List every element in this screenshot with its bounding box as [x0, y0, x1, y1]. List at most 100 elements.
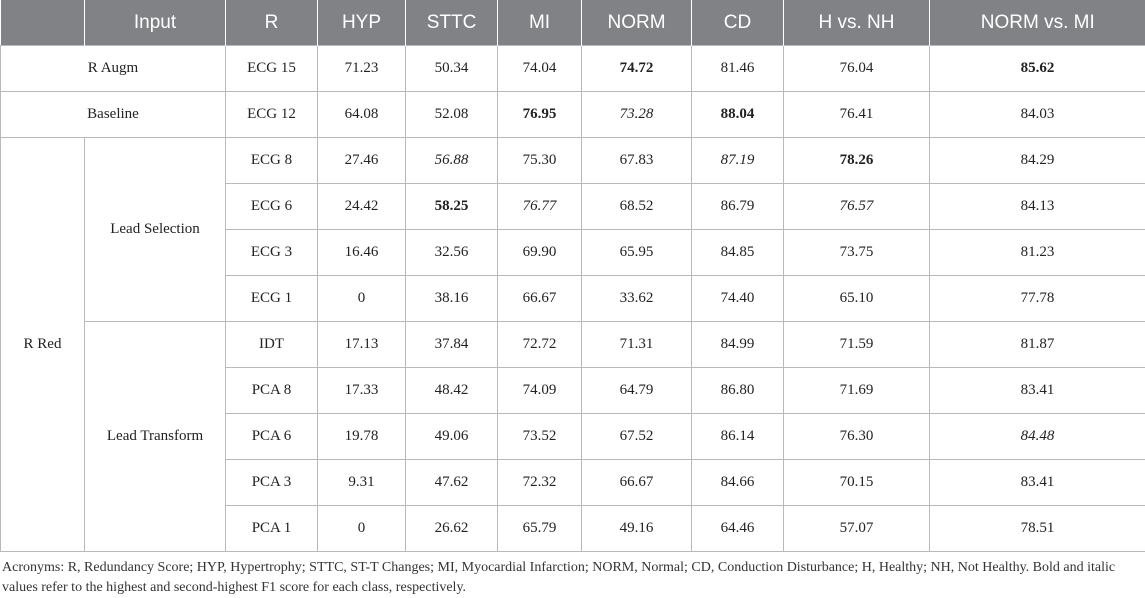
value-cell: 49.16: [582, 506, 692, 552]
group-label-red: R Red: [1, 138, 85, 552]
value-cell: 64.79: [582, 368, 692, 414]
value-cell: 74.09: [498, 368, 582, 414]
value-cell: 81.46: [692, 46, 784, 92]
value-cell: 76.30: [784, 414, 930, 460]
value-cell: 72.32: [498, 460, 582, 506]
value-cell: 0: [318, 276, 406, 322]
input-cell: ECG 8: [226, 138, 318, 184]
value-cell: 73.75: [784, 230, 930, 276]
value-cell: 86.79: [692, 184, 784, 230]
value-cell: 16.46: [318, 230, 406, 276]
value-cell: 85.62: [930, 46, 1145, 92]
value-cell: 84.48: [930, 414, 1145, 460]
value-cell: 81.87: [930, 322, 1145, 368]
input-cell: IDT: [226, 322, 318, 368]
value-cell: 78.51: [930, 506, 1145, 552]
header-cell: CD: [692, 0, 784, 46]
value-cell: 76.77: [498, 184, 582, 230]
value-cell: 76.95: [498, 92, 582, 138]
input-cell: ECG 15: [226, 46, 318, 92]
value-cell: 69.90: [498, 230, 582, 276]
results-table: Input R HYP STTC MI NORM CD H vs. NH NOR…: [0, 0, 1145, 552]
value-cell: 52.08: [406, 92, 498, 138]
value-cell: 74.72: [582, 46, 692, 92]
value-cell: 65.95: [582, 230, 692, 276]
value-cell: 68.52: [582, 184, 692, 230]
input-cell: ECG 6: [226, 184, 318, 230]
value-cell: 65.79: [498, 506, 582, 552]
value-cell: 49.06: [406, 414, 498, 460]
value-cell: 73.28: [582, 92, 692, 138]
value-cell: 77.78: [930, 276, 1145, 322]
value-cell: 0: [318, 506, 406, 552]
input-cell: ECG 1: [226, 276, 318, 322]
value-cell: 19.78: [318, 414, 406, 460]
header-row: Input R HYP STTC MI NORM CD H vs. NH NOR…: [1, 0, 1145, 46]
value-cell: 72.72: [498, 322, 582, 368]
header-cell: [1, 0, 85, 46]
header-cell: HYP: [318, 0, 406, 46]
value-cell: 65.10: [784, 276, 930, 322]
value-cell: 84.66: [692, 460, 784, 506]
value-cell: 58.25: [406, 184, 498, 230]
value-cell: 50.34: [406, 46, 498, 92]
value-cell: 24.42: [318, 184, 406, 230]
subgroup-label-lead-transform: Lead Transform: [85, 322, 226, 552]
header-cell: NORM vs. MI: [930, 0, 1145, 46]
value-cell: 47.62: [406, 460, 498, 506]
table-footnote: Acronyms: R, Redundancy Score; HYP, Hype…: [0, 552, 1145, 598]
value-cell: 71.69: [784, 368, 930, 414]
header-cell: R: [226, 0, 318, 46]
value-cell: 86.14: [692, 414, 784, 460]
input-cell: PCA 8: [226, 368, 318, 414]
value-cell: 84.29: [930, 138, 1145, 184]
value-cell: 37.84: [406, 322, 498, 368]
header-cell: MI: [498, 0, 582, 46]
value-cell: 26.62: [406, 506, 498, 552]
input-cell: ECG 3: [226, 230, 318, 276]
value-cell: 64.08: [318, 92, 406, 138]
value-cell: 84.13: [930, 184, 1145, 230]
value-cell: 88.04: [692, 92, 784, 138]
value-cell: 71.23: [318, 46, 406, 92]
value-cell: 74.40: [692, 276, 784, 322]
value-cell: 32.56: [406, 230, 498, 276]
value-cell: 81.23: [930, 230, 1145, 276]
value-cell: 66.67: [498, 276, 582, 322]
value-cell: 67.83: [582, 138, 692, 184]
value-cell: 67.52: [582, 414, 692, 460]
value-cell: 76.57: [784, 184, 930, 230]
value-cell: 83.41: [930, 368, 1145, 414]
input-cell: PCA 3: [226, 460, 318, 506]
value-cell: 9.31: [318, 460, 406, 506]
input-cell: PCA 1: [226, 506, 318, 552]
value-cell: 56.88: [406, 138, 498, 184]
value-cell: 70.15: [784, 460, 930, 506]
value-cell: 48.42: [406, 368, 498, 414]
value-cell: 76.04: [784, 46, 930, 92]
value-cell: 74.04: [498, 46, 582, 92]
value-cell: 87.19: [692, 138, 784, 184]
value-cell: 38.16: [406, 276, 498, 322]
value-cell: 84.03: [930, 92, 1145, 138]
group-label-augm: R Augm: [1, 46, 226, 92]
header-cell: H vs. NH: [784, 0, 930, 46]
value-cell: 57.07: [784, 506, 930, 552]
group-label-baseline: Baseline: [1, 92, 226, 138]
value-cell: 27.46: [318, 138, 406, 184]
value-cell: 75.30: [498, 138, 582, 184]
value-cell: 84.85: [692, 230, 784, 276]
value-cell: 71.59: [784, 322, 930, 368]
value-cell: 84.99: [692, 322, 784, 368]
value-cell: 76.41: [784, 92, 930, 138]
value-cell: 17.13: [318, 322, 406, 368]
header-cell: STTC: [406, 0, 498, 46]
value-cell: 64.46: [692, 506, 784, 552]
input-cell: PCA 6: [226, 414, 318, 460]
value-cell: 66.67: [582, 460, 692, 506]
